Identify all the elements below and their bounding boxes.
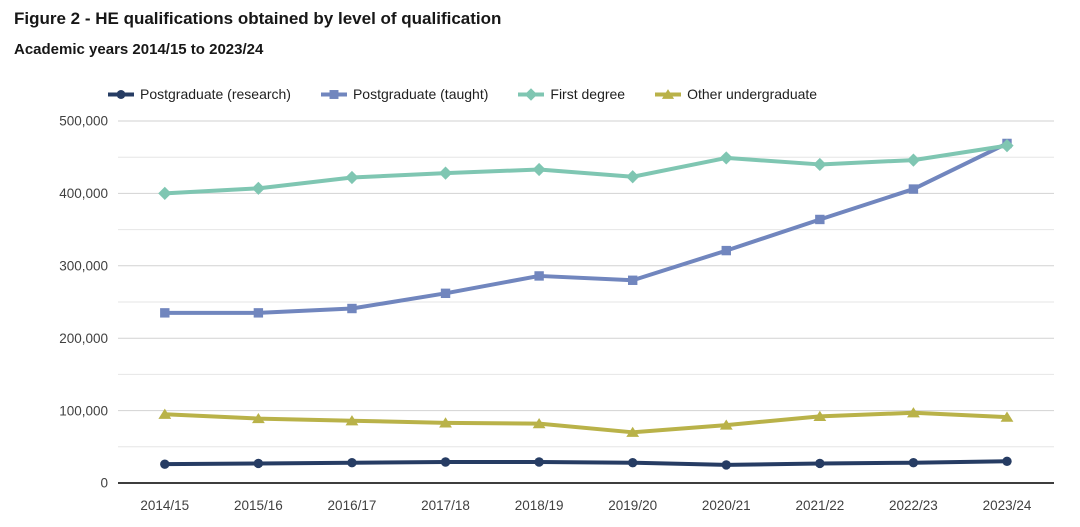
legend-label: Postgraduate (research) [140,86,291,102]
legend-item-postgraduate-taught[interactable]: Postgraduate (taught) [320,86,489,102]
circle-marker-icon [253,458,264,469]
diamond-marker-icon [158,186,172,200]
x-axis-label: 2021/22 [795,498,844,513]
circle-marker-icon [534,457,544,467]
triangle-marker-icon [662,88,675,99]
triangle-marker-icon [439,417,452,428]
square-marker-icon [627,275,638,285]
diamond-marker-icon [813,157,827,172]
diamond-marker-icon [438,166,453,180]
circle-marker-icon [108,89,134,99]
circle-marker-icon [440,457,451,467]
series-line-postgraduate-research [162,459,1009,467]
chart-plot-area: 0 100,000 200,000 300,000 400,000 500,000 2014… [59,114,1054,513]
triangle-marker-icon [158,408,172,419]
circle-marker-icon [1002,456,1012,466]
diamond-marker-icon [251,181,265,195]
circle-marker-icon [721,460,731,470]
x-axis-label: 2014/15 [140,498,189,513]
triangle-marker-icon [626,426,640,437]
x-axis-label: 2020/21 [702,498,751,513]
chart-legend: Postgraduate (research) Postgraduate (tau… [108,86,817,102]
square-marker-icon [908,184,919,194]
triangle-marker-icon [655,88,682,99]
square-marker-icon [440,288,451,299]
diamond-marker-icon [906,153,921,167]
square-marker-icon [534,271,544,281]
triangle-marker-icon [719,419,733,430]
chart-title: Figure 2 - HE qualifications obtained by… [14,9,502,28]
legend-item-postgraduate-research[interactable]: Postgraduate (research) [108,86,291,102]
diamond-marker-icon [345,170,359,185]
legend-label: Other undergraduate [687,86,818,102]
square-marker-icon [329,89,339,99]
diamond-marker-icon [525,87,538,101]
square-marker-icon [160,308,170,318]
diamond-marker-icon [719,151,733,165]
series-first-degree [158,139,1014,200]
diamond-marker-icon [626,170,640,184]
legend-label: First degree [550,86,626,102]
y-axis-label: 300,000 [59,259,108,274]
y-axis-label: 400,000 [59,186,108,201]
chart-subtitle: Academic years 2014/15 to 2023/24 [14,41,264,58]
x-axis-label: 2017/18 [421,498,470,513]
series-line-first-degree [162,143,1009,196]
circle-marker-icon [160,459,170,469]
square-marker-icon [721,245,731,256]
x-axis-label: 2019/20 [608,498,657,513]
legend-item-first-degree[interactable]: First degree [518,86,625,102]
series-other-undergraduate [158,407,1014,437]
circle-marker-icon [908,458,919,468]
triangle-marker-icon [907,407,920,418]
circle-marker-icon [815,458,825,469]
series-line-other-undergraduate [162,410,1009,435]
circle-marker-icon [627,458,638,468]
x-axis-label: 2016/17 [328,498,377,513]
legend-item-other-undergraduate[interactable]: Other undergraduate [655,86,817,102]
triangle-marker-icon [251,412,265,424]
series-postgraduate-research [160,456,1012,470]
x-axis-label: 2022/23 [889,498,938,513]
diamond-marker-icon [532,162,546,177]
triangle-marker-icon [532,418,546,429]
square-marker-icon [253,308,264,318]
series-line-postgraduate-taught [162,141,1009,315]
x-axis-label: 2018/19 [515,498,564,513]
x-axis-label: 2015/16 [234,498,283,513]
diamond-marker-icon [1000,139,1014,153]
x-axis-label: 2023/24 [983,498,1032,513]
y-axis-label: 200,000 [59,331,108,346]
y-axis-label: 500,000 [59,114,108,129]
square-marker-icon [347,303,357,314]
square-marker-icon [320,89,347,99]
diamond-marker-icon [518,87,545,101]
circle-marker-icon [347,458,357,468]
y-axis-label: 100,000 [59,403,108,418]
series-postgraduate-taught [160,138,1012,318]
triangle-marker-icon [1000,411,1014,422]
square-marker-icon [815,214,825,225]
legend-label: Postgraduate (taught) [352,86,489,102]
triangle-marker-icon [345,415,359,426]
triangle-marker-icon [813,410,827,421]
circle-marker-icon [116,89,126,99]
y-axis-label: 0 [100,476,108,491]
